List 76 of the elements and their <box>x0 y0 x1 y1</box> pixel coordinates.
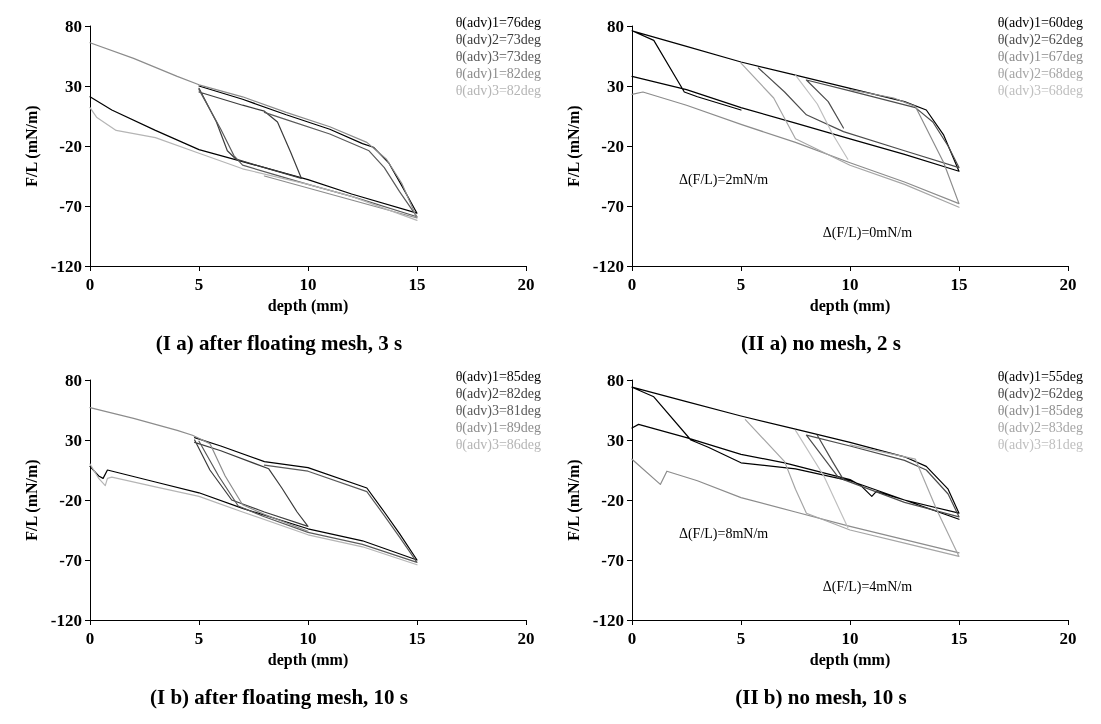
x-tick-label: 0 <box>627 629 637 648</box>
y-axis-title: F/L (mN/m) <box>565 459 584 541</box>
text: θ(adv)3=81deg <box>997 436 1084 453</box>
y-tick-label: 30 <box>607 76 624 96</box>
y-axis-title: F/L (mN/m) <box>23 105 42 187</box>
x-tick-label: 10 <box>841 629 859 648</box>
y-tick-label: -20 <box>601 136 624 156</box>
y-tick-label: -120 <box>592 256 624 276</box>
x-tick-label: 5 <box>194 275 204 294</box>
y-tick-label: -70 <box>59 550 82 570</box>
annotation: Δ(F/L)=2mN/m <box>678 172 769 189</box>
text: θ(adv)3=73deg <box>455 48 542 65</box>
y-tick-label: -120 <box>50 256 82 276</box>
text: θ(adv)3=82deg <box>455 82 542 99</box>
x-tick-label: 10 <box>299 275 317 294</box>
text: θ(adv)2=73deg <box>455 31 542 48</box>
y-axis-title: F/L (mN/m) <box>565 105 584 187</box>
text: (I a) after floating mesh, 3 s <box>155 330 403 355</box>
x-axis-title: depth (mm) <box>809 651 891 670</box>
text: θ(adv)3=86deg <box>455 436 542 453</box>
text: θ(adv)1=67deg <box>997 48 1084 65</box>
text: θ(adv)1=76deg <box>455 14 542 31</box>
annotation: Δ(F/L)=0mN/m <box>822 224 913 241</box>
text: θ(adv)3=81deg <box>455 402 542 419</box>
text: θ(adv)1=89deg <box>455 419 542 436</box>
x-tick-label: 0 <box>627 275 637 294</box>
y-tick-label: -20 <box>601 490 624 510</box>
y-tick-label: -20 <box>59 490 82 510</box>
x-tick-label: 20 <box>517 629 535 648</box>
y-tick-label: 30 <box>65 430 82 450</box>
text: θ(adv)1=82deg <box>455 65 542 82</box>
x-tick-label: 0 <box>85 275 95 294</box>
x-tick-label: 20 <box>517 275 535 294</box>
y-tick-label: -120 <box>50 610 82 630</box>
x-tick-label: 15 <box>950 275 968 294</box>
x-tick-label: 5 <box>736 275 746 294</box>
x-tick-label: 5 <box>194 629 204 648</box>
y-tick-label: -20 <box>59 136 82 156</box>
text: θ(adv)1=85deg <box>997 402 1084 419</box>
y-tick-label: 30 <box>607 430 624 450</box>
y-tick-label: -70 <box>601 550 624 570</box>
text: θ(adv)2=82deg <box>455 385 542 402</box>
x-tick-label: 15 <box>408 275 426 294</box>
x-axis-title: depth (mm) <box>267 297 349 316</box>
x-tick-label: 20 <box>1059 629 1077 648</box>
y-tick-label: 30 <box>65 76 82 96</box>
annotation: Δ(F/L)=8mN/m <box>678 526 769 543</box>
text: (II a) no mesh, 2 s <box>741 330 901 355</box>
y-tick-label: -120 <box>592 610 624 630</box>
text: θ(adv)1=60deg <box>997 14 1084 31</box>
text: θ(adv)2=68deg <box>997 65 1084 82</box>
x-tick-label: 15 <box>408 629 426 648</box>
y-tick-label: 80 <box>65 370 82 390</box>
x-tick-label: 5 <box>736 629 746 648</box>
text: θ(adv)1=55deg <box>997 368 1084 385</box>
y-axis-title: F/L (mN/m) <box>23 459 42 541</box>
x-axis-title: depth (mm) <box>809 297 891 316</box>
text: θ(adv)1=85deg <box>455 368 542 385</box>
y-tick-label: 80 <box>65 16 82 36</box>
y-tick-label: -70 <box>601 196 624 216</box>
x-tick-label: 10 <box>841 275 859 294</box>
text: θ(adv)3=68deg <box>997 82 1084 99</box>
text: θ(adv)2=62deg <box>997 385 1084 402</box>
x-axis-title: depth (mm) <box>267 651 349 670</box>
text: θ(adv)2=62deg <box>997 31 1084 48</box>
x-tick-label: 20 <box>1059 275 1077 294</box>
y-tick-label: -70 <box>59 196 82 216</box>
y-tick-label: 80 <box>607 16 624 36</box>
x-tick-label: 0 <box>85 629 95 648</box>
x-tick-label: 10 <box>299 629 317 648</box>
text: θ(adv)2=83deg <box>997 419 1084 436</box>
annotation: Δ(F/L)=4mN/m <box>822 578 913 595</box>
y-tick-label: 80 <box>607 370 624 390</box>
text: (II b) no mesh, 10 s <box>735 684 907 709</box>
x-tick-label: 15 <box>950 629 968 648</box>
text: (I b) after floating mesh, 10 s <box>149 684 409 709</box>
